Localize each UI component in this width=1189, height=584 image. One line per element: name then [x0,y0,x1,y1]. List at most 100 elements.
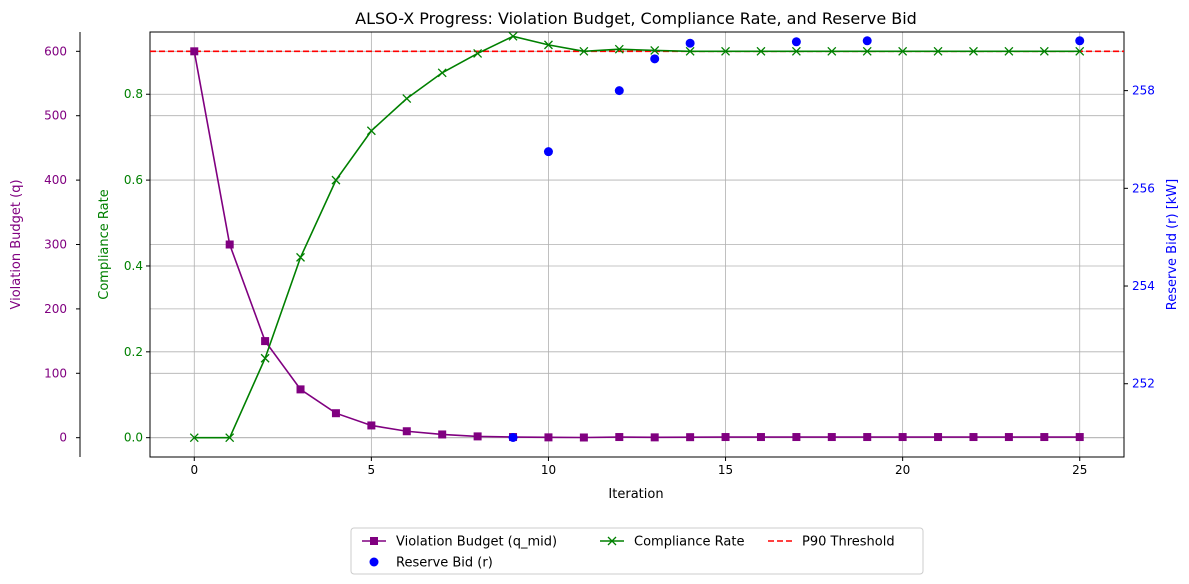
circle-marker [862,36,872,46]
square-marker [261,337,270,346]
circle-marker [650,54,660,64]
square-marker [296,385,305,394]
square-marker [438,430,447,439]
circle-marker [508,432,518,442]
q-tick-label: 600 [44,44,67,58]
x-marker [1039,46,1049,56]
square-marker [331,409,340,418]
grid [150,32,1124,457]
q-tick-label: 300 [44,238,67,252]
x-marker [898,46,908,56]
square-marker [721,433,730,442]
x-marker [791,46,801,56]
legend-label: Violation Budget (q_mid) [396,535,557,550]
compliance-tick-label: 0.4 [124,259,143,273]
compliance-axis-label: Compliance Rate [97,189,112,299]
square-marker [579,433,588,442]
reserve-axis-label: Reserve Bid (r) [kW] [1165,179,1180,310]
square-marker [898,433,907,442]
chart-title: ALSO-X Progress: Violation Budget, Compl… [355,9,917,28]
series-layer [150,31,1124,443]
x-marker [402,94,412,103]
q-tick-label: 400 [44,173,67,187]
x-tick-label: 10 [541,463,556,477]
x-marker [543,40,553,50]
series-line [194,35,1080,439]
x-marker [366,126,376,136]
square-marker [969,433,978,442]
square-marker [367,421,376,430]
q-tick-label: 200 [44,302,67,316]
circle-marker [1075,36,1085,46]
square-marker [544,433,553,442]
x-tick-label: 15 [718,463,733,477]
square-marker [473,432,482,441]
square-marker [615,433,624,442]
x-marker [473,49,483,58]
x-axis-label: Iteration [608,487,663,502]
x-marker [1004,46,1014,56]
circle-marker [791,37,801,47]
circle-marker [685,38,695,48]
x-marker [437,68,447,78]
compliance-tick-label: 0.2 [124,345,143,359]
legend-label: P90 Threshold [802,535,895,550]
x-marker [579,46,589,56]
x-tick-label: 20 [895,463,910,477]
q-tick-label: 500 [44,109,67,123]
x-marker [225,433,235,443]
q-tick-label: 0 [59,431,67,445]
x-tick-label: 5 [368,463,376,477]
x-marker [508,31,518,41]
square-marker [1040,433,1049,442]
square-marker [225,240,234,249]
q-tick-label: 100 [44,366,67,380]
circle-marker [543,147,553,157]
x-marker [296,252,305,262]
x-marker [721,46,731,56]
legend-box [350,527,924,575]
square-marker [792,433,801,442]
reserve-tick-label: 254 [1132,279,1155,293]
circle-marker [614,86,624,96]
x-marker [607,536,617,546]
x-marker [827,46,837,56]
compliance-tick-label: 0.6 [124,173,143,187]
square-marker [370,537,378,545]
reserve-tick-label: 258 [1132,84,1155,98]
x-marker [969,46,978,56]
q-axis-label: Violation Budget (q) [9,179,24,309]
x-tick-label: 25 [1072,463,1087,477]
legend-label: Compliance Rate [634,535,744,550]
x-marker [189,433,199,443]
legend-label: Reserve Bid (r) [396,556,493,571]
circle-marker [369,557,379,567]
compliance-tick-label: 0.0 [124,431,143,445]
x-marker [933,46,943,56]
x-marker [650,45,660,55]
square-marker [863,433,872,442]
x-marker [685,46,695,56]
square-marker [827,433,836,442]
square-marker [1004,433,1013,442]
square-marker [934,433,943,442]
plot-frame [149,31,1125,458]
square-marker [1075,433,1084,442]
square-marker [756,433,765,442]
square-marker [650,433,659,442]
square-marker [190,47,199,56]
x-marker [614,44,624,54]
x-marker [756,46,766,56]
legend: Violation Budget (q_mid) Compliance Rate P… [350,527,924,575]
compliance-tick-label: 0.8 [124,87,143,101]
reserve-tick-label: 256 [1132,181,1155,195]
x-marker [331,175,341,185]
axes: 0 5 10 15 20 25 0.0 0.2 0.4 0.6 0.8 Compliance Rate… [9,31,1180,477]
square-marker [402,427,411,436]
reserve-tick-label: 252 [1132,377,1155,391]
x-tick-label: 0 [190,463,198,477]
series-line [193,51,1080,439]
x-marker [1075,46,1085,56]
x-marker [260,353,270,363]
